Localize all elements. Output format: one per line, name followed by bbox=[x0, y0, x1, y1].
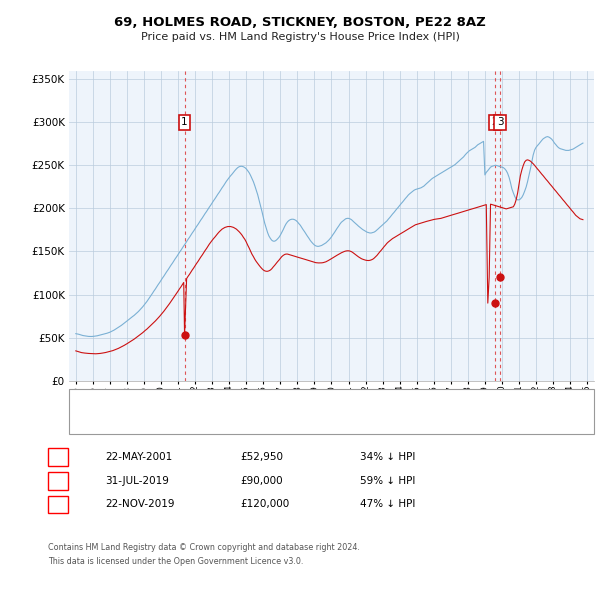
Text: 1: 1 bbox=[181, 117, 188, 127]
Text: 69, HOLMES ROAD, STICKNEY, BOSTON, PE22 8AZ (detached house): 69, HOLMES ROAD, STICKNEY, BOSTON, PE22 … bbox=[117, 392, 441, 401]
Text: £52,950: £52,950 bbox=[240, 453, 283, 462]
Text: 69, HOLMES ROAD, STICKNEY, BOSTON, PE22 8AZ: 69, HOLMES ROAD, STICKNEY, BOSTON, PE22 … bbox=[114, 16, 486, 29]
Text: 22-MAY-2001: 22-MAY-2001 bbox=[105, 453, 172, 462]
Text: £120,000: £120,000 bbox=[240, 500, 289, 509]
Text: 47% ↓ HPI: 47% ↓ HPI bbox=[360, 500, 415, 509]
Text: 34% ↓ HPI: 34% ↓ HPI bbox=[360, 453, 415, 462]
Text: 1: 1 bbox=[54, 453, 61, 462]
Text: 22-NOV-2019: 22-NOV-2019 bbox=[105, 500, 175, 509]
Text: 31-JUL-2019: 31-JUL-2019 bbox=[105, 476, 169, 486]
Text: 3: 3 bbox=[497, 117, 503, 127]
Text: 2: 2 bbox=[54, 476, 61, 486]
Text: 3: 3 bbox=[54, 500, 61, 509]
Text: This data is licensed under the Open Government Licence v3.0.: This data is licensed under the Open Gov… bbox=[48, 557, 304, 566]
Text: Price paid vs. HM Land Registry's House Price Index (HPI): Price paid vs. HM Land Registry's House … bbox=[140, 32, 460, 41]
Text: HPI: Average price, detached house, East Lindsey: HPI: Average price, detached house, East… bbox=[117, 416, 353, 425]
Text: £90,000: £90,000 bbox=[240, 476, 283, 486]
Text: 2: 2 bbox=[491, 117, 498, 127]
Text: 59% ↓ HPI: 59% ↓ HPI bbox=[360, 476, 415, 486]
Text: Contains HM Land Registry data © Crown copyright and database right 2024.: Contains HM Land Registry data © Crown c… bbox=[48, 543, 360, 552]
